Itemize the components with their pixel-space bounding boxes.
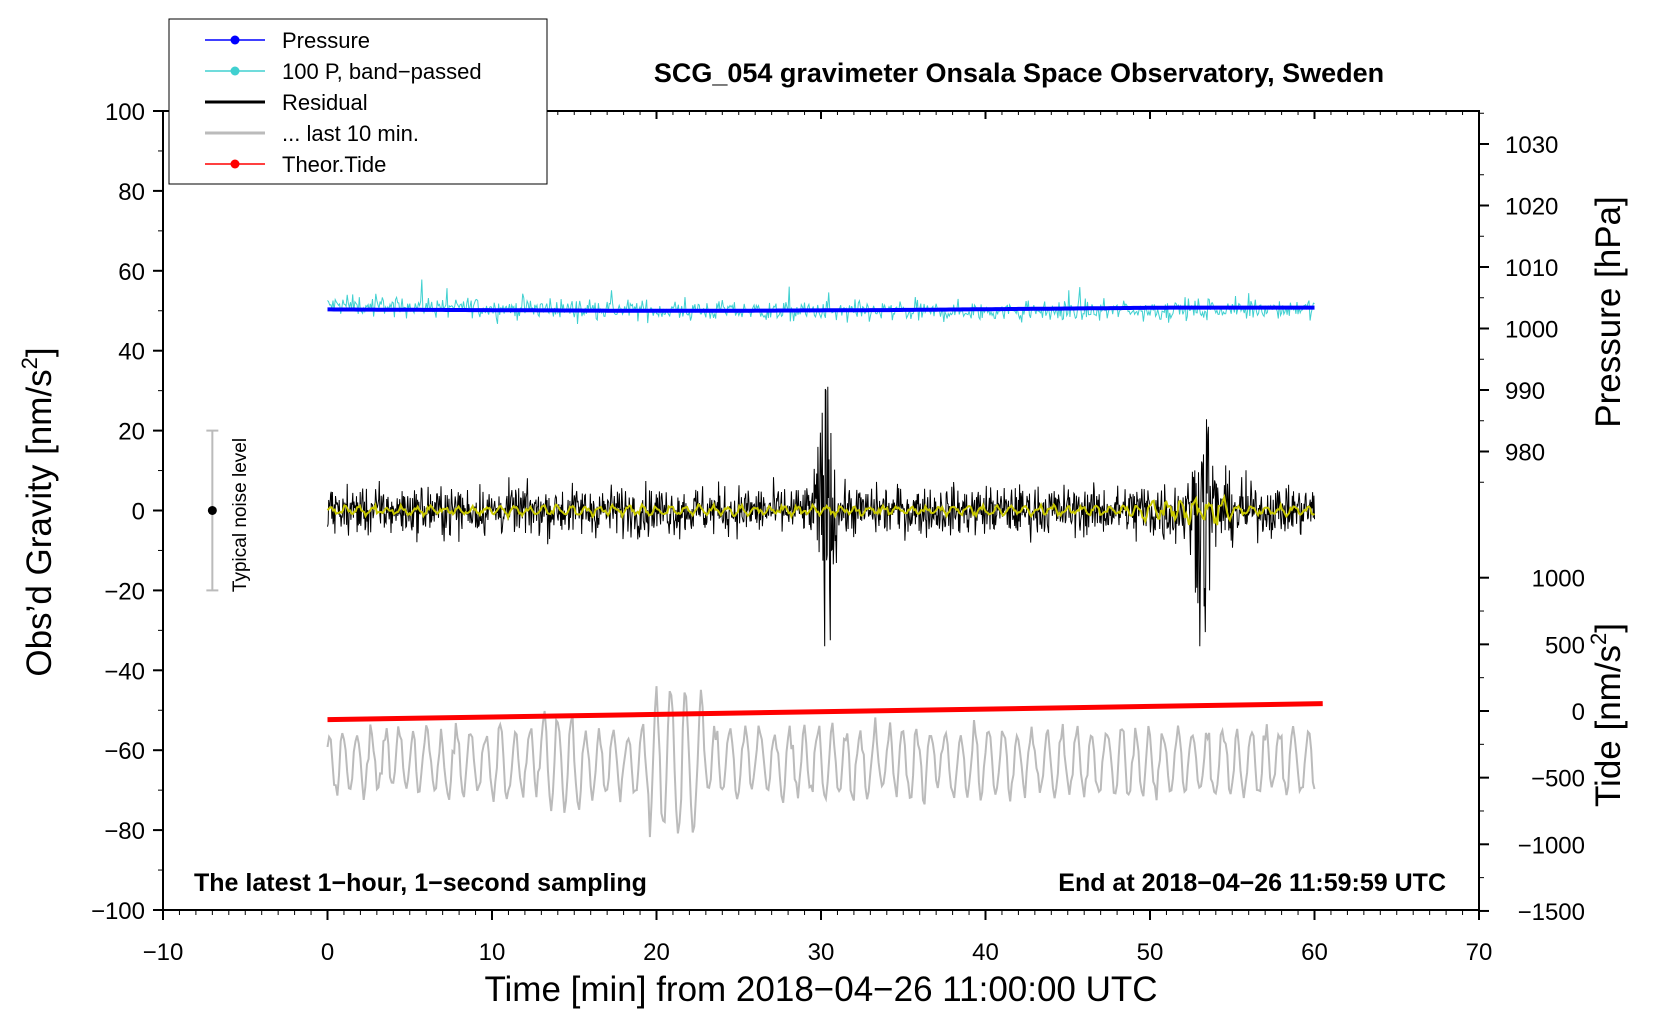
- y-axis-label: Obs’d Gravity [nm/s2]: [17, 347, 59, 676]
- y-tick-label: 0: [132, 499, 145, 526]
- y-tick-label: 60: [118, 259, 145, 286]
- series-residual-smoothed: [326, 493, 1315, 526]
- pressure-tick-label: 1000: [1505, 317, 1558, 344]
- tide-tick-label: 0: [1572, 699, 1585, 726]
- tide-tick-label: −500: [1531, 766, 1585, 793]
- x-tick-label: 20: [643, 939, 670, 966]
- tide-axis-label-text: Tide [nm/s: [1589, 645, 1628, 807]
- chart-title: SCG_054 gravimeter Onsala Space Observat…: [654, 58, 1384, 88]
- legend-marker: [230, 35, 240, 45]
- pressure-tick-label: 1020: [1505, 194, 1558, 221]
- x-tick-label: 60: [1301, 939, 1328, 966]
- annotation-end-time: End at 2018−04−26 11:59:59 UTC: [1058, 869, 1446, 897]
- tide-axis-label-close: ]: [1589, 623, 1628, 633]
- series-residual: [327, 386, 1315, 647]
- pressure-tick-label: 980: [1505, 440, 1545, 467]
- legend-label: Theor.Tide: [282, 152, 386, 177]
- x-tick-label: 40: [972, 939, 999, 966]
- series-layer: [206, 279, 1323, 838]
- annotation-sampling: The latest 1−hour, 1−second sampling: [194, 869, 647, 897]
- tide-tick-label: 1000: [1532, 566, 1585, 593]
- noise-level-label: Typical noise level: [230, 438, 251, 592]
- y-tick-label: −80: [104, 818, 145, 845]
- pressure-tick-label: 1010: [1505, 255, 1558, 282]
- x-tick-label: 0: [321, 939, 334, 966]
- legend-entries: Pressure 100 P, band−passed Residual ... la…: [205, 28, 482, 177]
- legend-label: Pressure: [282, 28, 370, 53]
- noise-bar-center-dot: [207, 506, 217, 515]
- legend-label: 100 P, band−passed: [282, 59, 482, 84]
- y-tick-label: −20: [104, 578, 145, 605]
- y-tick-label: 40: [118, 339, 145, 366]
- axis-layer: −10 0 10 20 30 40 50 60 70−100−80−60−40−20020406…: [91, 99, 1585, 966]
- x-tick-label: 10: [479, 939, 506, 966]
- y-tick-label: −40: [104, 658, 145, 685]
- pressure-tick-label: 990: [1505, 378, 1545, 405]
- tide-axis-label: Tide [nm/s2]: [1586, 623, 1628, 807]
- y-tick-label: 80: [118, 179, 145, 206]
- y-axis-label-sup: 2: [17, 357, 42, 369]
- x-tick-label: 30: [808, 939, 835, 966]
- y-axis-label-text: Obs’d Gravity [nm/s: [20, 369, 59, 676]
- y-tick-label: −100: [91, 898, 145, 925]
- y-tick-label: 20: [118, 419, 145, 446]
- series-bandpassed-pressure: [327, 279, 1315, 325]
- y-tick-label: −60: [104, 738, 145, 765]
- legend-label: ... last 10 min.: [282, 121, 419, 146]
- x-tick-label: 70: [1466, 939, 1493, 966]
- legend-marker: [230, 159, 240, 169]
- y-tick-label: 100: [105, 99, 145, 126]
- y-axis-label-close: ]: [20, 347, 59, 357]
- series-theor-tide: [327, 701, 1323, 723]
- legend: Pressure 100 P, band−passed Residual ... la…: [168, 18, 548, 185]
- series-pressure: [327, 305, 1315, 313]
- tide-tick-label: −1500: [1518, 899, 1585, 926]
- legend-label: Residual: [282, 90, 368, 115]
- x-axis-label: Time [min] from 2018−04−26 11:00:00 UTC: [484, 970, 1157, 1009]
- x-tick-label: 50: [1137, 939, 1164, 966]
- pressure-tick-label: 1030: [1505, 132, 1558, 159]
- tide-tick-label: −1000: [1518, 832, 1585, 859]
- tide-tick-label: 500: [1545, 632, 1585, 659]
- legend-marker: [230, 66, 240, 76]
- tide-axis-label-sup: 2: [1586, 633, 1611, 645]
- series-last-10-min: [326, 686, 1316, 838]
- x-tick-label: −10: [143, 939, 184, 966]
- pressure-axis-label: Pressure [hPa]: [1589, 196, 1628, 428]
